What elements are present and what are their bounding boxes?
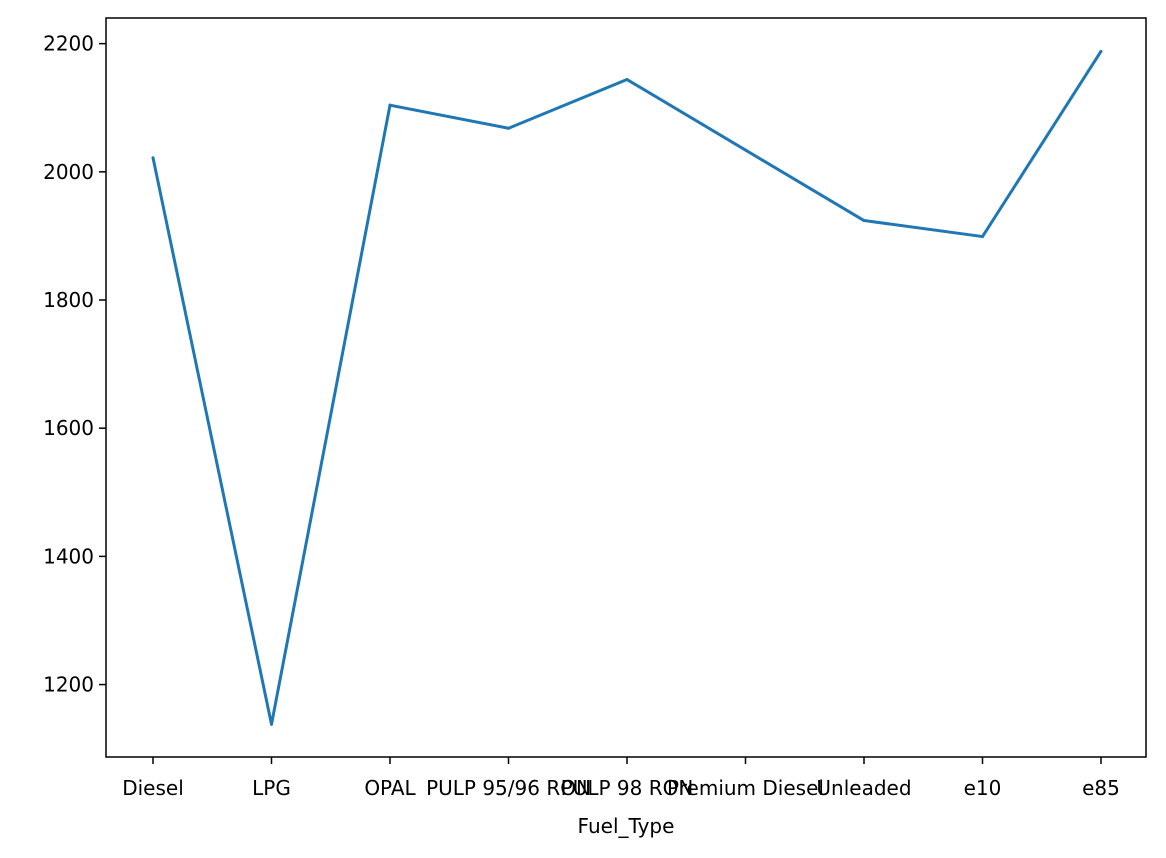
x-tick-label: OPAL [364, 776, 416, 800]
y-tick-label: 1600 [43, 416, 94, 440]
data-point [388, 103, 392, 107]
x-tick-label: LPG [252, 776, 291, 800]
y-tick-label: 2000 [43, 160, 94, 184]
data-point [507, 126, 510, 130]
data-point [981, 235, 984, 239]
x-axis-title: Fuel_Type [578, 814, 675, 838]
data-point [270, 722, 273, 726]
x-tick-label: Unleaded [816, 776, 911, 800]
data-point [744, 148, 747, 152]
y-tick-label: 1400 [43, 544, 94, 568]
x-tick-label: Diesel [122, 776, 184, 800]
data-point [1099, 49, 1103, 53]
y-tick-label: 1800 [43, 288, 94, 312]
plot-area [105, 17, 1147, 758]
x-tick-label: PULP 98 RON [561, 776, 694, 800]
x-tick-label: PULP 95/96 RON [426, 776, 591, 800]
x-tick-label: Premium Diesel [667, 776, 824, 800]
x-tick-label: e10 [964, 776, 1002, 800]
y-tick-label: 2200 [43, 32, 94, 56]
series-layer [151, 49, 1103, 726]
y-tick-label: 1200 [43, 673, 94, 697]
x-tick-label: e85 [1082, 776, 1120, 800]
data-point [625, 78, 629, 82]
data-point [862, 219, 866, 223]
y-axis: 1200 1400 1600 1800 2000 2200 [43, 32, 106, 697]
data-point [151, 156, 155, 160]
